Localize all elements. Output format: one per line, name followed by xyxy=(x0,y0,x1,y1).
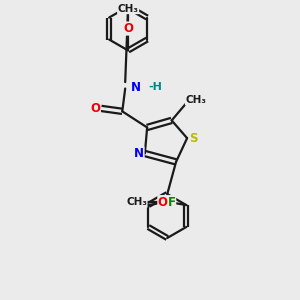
Text: CH₃: CH₃ xyxy=(118,4,139,14)
Text: CH₃: CH₃ xyxy=(185,95,206,105)
Text: -H: -H xyxy=(148,82,162,92)
Text: N: N xyxy=(131,81,141,94)
Text: N: N xyxy=(134,147,144,160)
Text: O: O xyxy=(123,22,133,35)
Text: O: O xyxy=(158,196,168,208)
Text: O: O xyxy=(90,102,100,115)
Text: CH₃: CH₃ xyxy=(126,197,147,207)
Text: F: F xyxy=(168,196,176,208)
Text: S: S xyxy=(189,132,198,145)
